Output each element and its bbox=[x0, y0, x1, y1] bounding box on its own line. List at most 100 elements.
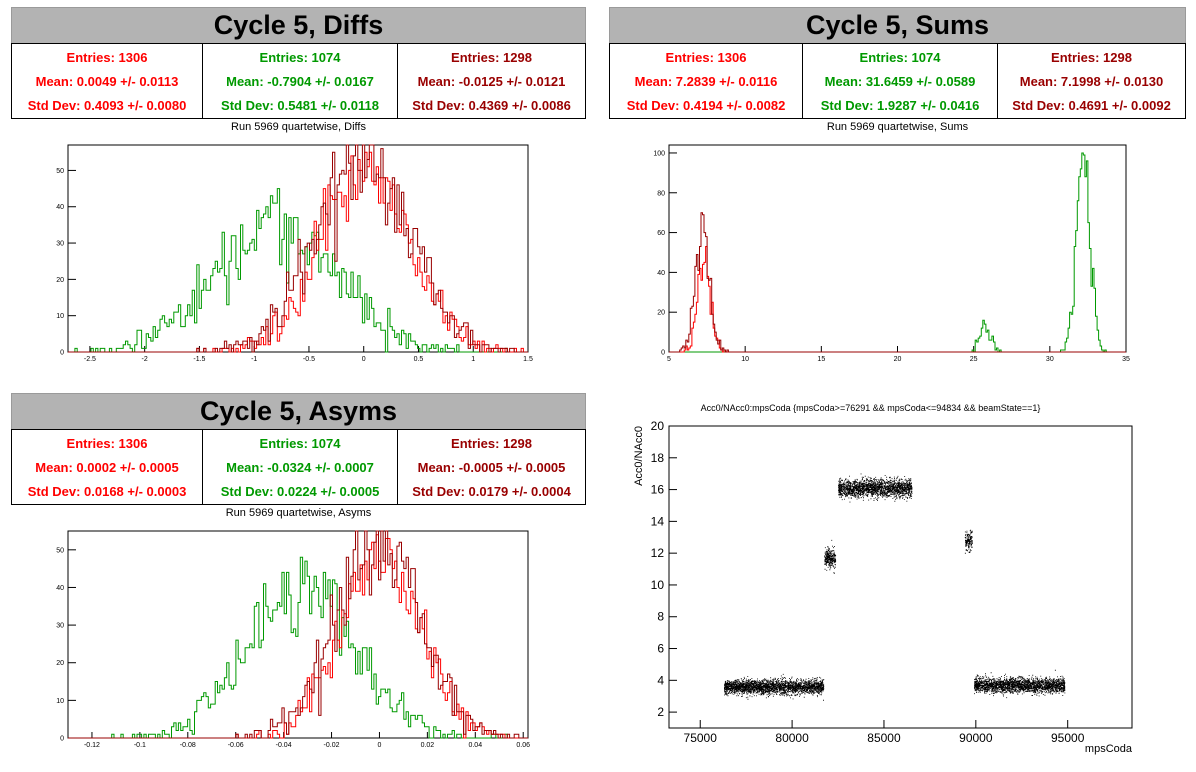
stat-std: Std Dev: 0.4093 +/- 0.0080 bbox=[27, 98, 187, 113]
asyms-x-tick-label: 0.02 bbox=[421, 742, 435, 749]
asyms-y-tick-label: 20 bbox=[56, 660, 64, 667]
diffs-x-tick-label: -1.5 bbox=[193, 356, 205, 363]
stat-entries: Entries: 1298 bbox=[451, 50, 532, 65]
sums-stats-box: Entries: 1306 Mean: 7.2839 +/- 0.0116 St… bbox=[609, 43, 1186, 119]
diffs-y-tick-label: 0 bbox=[60, 350, 64, 357]
scatter-y-tick-label: 12 bbox=[651, 546, 665, 560]
asyms-stat-green: Entries: 1074 Mean: -0.0324 +/- 0.0007 S… bbox=[203, 429, 398, 505]
stat-entries: Entries: 1298 bbox=[1051, 50, 1132, 65]
asyms-y-tick-label: 0 bbox=[60, 736, 64, 743]
sums-y-tick-label: 100 bbox=[653, 150, 665, 157]
diffs-x-tick-label: 1 bbox=[471, 356, 475, 363]
sums-y-tick-label: 80 bbox=[657, 190, 665, 197]
asyms-x-tick-label: -0.04 bbox=[276, 742, 292, 749]
scatter-y-tick-label: 20 bbox=[651, 419, 665, 433]
asyms-x-tick-label: 0.04 bbox=[468, 742, 482, 749]
diffs-stat-darkred: Entries: 1298 Mean: -0.0125 +/- 0.0121 S… bbox=[398, 43, 585, 119]
sums-stat-darkred: Entries: 1298 Mean: 7.1998 +/- 0.0130 St… bbox=[998, 43, 1185, 119]
scatter-x-tick-label: 85000 bbox=[867, 731, 901, 745]
scatter-y-tick-label: 16 bbox=[651, 483, 665, 497]
stat-entries: Entries: 1298 bbox=[451, 436, 532, 451]
stat-mean: Mean: 7.1998 +/- 0.0130 bbox=[1019, 74, 1164, 89]
asyms-series-2 bbox=[68, 530, 528, 739]
sums-x-tick-label: 20 bbox=[894, 356, 902, 363]
scatter-x-label: mpsCoda bbox=[1085, 743, 1133, 755]
sums-x-tick-label: 10 bbox=[741, 356, 749, 363]
diffs-x-tick-label: -2.5 bbox=[84, 356, 96, 363]
stat-mean: Mean: -0.7904 +/- 0.0167 bbox=[226, 74, 374, 89]
diffs-x-tick-label: -0.5 bbox=[303, 356, 315, 363]
stat-std: Std Dev: 0.5481 +/- 0.0118 bbox=[221, 98, 379, 113]
asyms-y-tick-label: 10 bbox=[56, 698, 64, 705]
stat-std: Std Dev: 0.0224 +/- 0.0005 bbox=[220, 484, 380, 499]
stat-entries: Entries: 1074 bbox=[859, 50, 941, 65]
diffs-histogram: -2.5 -2 -1.5 -1 -0.5 0 0.5 1 1.5 0 10 20 30 40 50 bbox=[56, 144, 533, 363]
stat-entries: Entries: 1306 bbox=[665, 50, 747, 65]
asyms-x-tick-label: -0.06 bbox=[228, 742, 244, 749]
asyms-x-tick-label: -0.08 bbox=[180, 742, 196, 749]
asyms-x-tick-label: 0 bbox=[378, 742, 382, 749]
scatter-x-tick-label: 95000 bbox=[1051, 731, 1085, 745]
scatter-x-tick-label: 80000 bbox=[775, 731, 809, 745]
sums-y-tick-label: 60 bbox=[657, 230, 665, 237]
diffs-y-tick-label: 20 bbox=[56, 277, 64, 284]
asyms-subtitle: Run 5969 quartetwise, Asyms bbox=[225, 507, 372, 519]
diffs-stats-box: Entries: 1306 Mean: 0.0049 +/- 0.0113 St… bbox=[11, 43, 586, 119]
stat-entries: Entries: 1074 bbox=[259, 50, 341, 65]
stat-mean: Mean: 7.2839 +/- 0.0116 bbox=[634, 74, 778, 89]
scatter-y-tick-label: 8 bbox=[657, 610, 664, 624]
sums-y-tick-label: 0 bbox=[661, 350, 665, 357]
asyms-histogram: -0.12 -0.1 -0.08 -0.06 -0.04 -0.02 0 0.02 0.04 0.… bbox=[56, 530, 530, 749]
diffs-stat-red: Entries: 1306 Mean: 0.0049 +/- 0.0113 St… bbox=[12, 43, 203, 119]
sums-histogram: 5 10 15 20 25 30 35 0 20 40 60 80 100 bbox=[653, 144, 1130, 363]
sums-x-tick-label: 25 bbox=[970, 356, 978, 363]
sums-stat-green: Entries: 1074 Mean: 31.6459 +/- 0.0589 S… bbox=[803, 43, 998, 119]
scatter-y-tick-label: 4 bbox=[657, 673, 664, 687]
asyms-x-tick-label: 0.06 bbox=[516, 742, 530, 749]
stat-mean: Mean: 0.0002 +/- 0.0005 bbox=[35, 460, 179, 475]
diffs-y-tick-label: 40 bbox=[56, 204, 64, 211]
scatter-points bbox=[724, 473, 1066, 701]
asyms-y-tick-label: 30 bbox=[56, 623, 64, 630]
sums-x-tick-label: 35 bbox=[1122, 356, 1130, 363]
sums-x-tick-label: 15 bbox=[817, 356, 825, 363]
asyms-x-tick-label: -0.12 bbox=[84, 742, 100, 749]
scatter-y-tick-label: 18 bbox=[651, 451, 665, 465]
stat-std: Std Dev: 0.0179 +/- 0.0004 bbox=[412, 484, 571, 499]
asyms-x-tick-label: -0.02 bbox=[324, 742, 340, 749]
scatter-x-tick-label: 90000 bbox=[959, 731, 993, 745]
stat-entries: Entries: 1306 bbox=[66, 50, 148, 65]
diffs-x-tick-label: 0 bbox=[362, 356, 366, 363]
stat-std: Std Dev: 1.9287 +/- 0.0416 bbox=[820, 98, 980, 113]
sums-x-tick-label: 30 bbox=[1046, 356, 1054, 363]
stat-mean: Mean: -0.0005 +/- 0.0005 bbox=[417, 460, 566, 475]
diffs-y-tick-label: 30 bbox=[56, 241, 64, 248]
diffs-stat-green: Entries: 1074 Mean: -0.7904 +/- 0.0167 S… bbox=[203, 43, 398, 119]
stat-entries: Entries: 1306 bbox=[66, 436, 148, 451]
asyms-y-tick-label: 40 bbox=[56, 585, 64, 592]
stat-std: Std Dev: 0.4369 +/- 0.0086 bbox=[412, 98, 571, 113]
scatter-title: Acc0/NAcc0:mpsCoda {mpsCoda>=76291 && mp… bbox=[701, 403, 1041, 413]
scatter-y-tick-label: 2 bbox=[657, 705, 664, 719]
stat-mean: Mean: -0.0125 +/- 0.0121 bbox=[417, 74, 566, 89]
diffs-series-2 bbox=[68, 144, 528, 353]
stat-mean: Mean: 31.6459 +/- 0.0589 bbox=[824, 74, 976, 89]
diffs-subtitle: Run 5969 quartetwise, Diffs bbox=[231, 121, 366, 133]
sums-stat-red: Entries: 1306 Mean: 7.2839 +/- 0.0116 St… bbox=[610, 43, 803, 119]
diffs-x-tick-label: -2 bbox=[142, 356, 148, 363]
sums-subtitle: Run 5969 quartetwise, Sums bbox=[826, 121, 969, 133]
diffs-x-tick-label: 1.5 bbox=[523, 356, 533, 363]
diffs-y-tick-label: 50 bbox=[56, 168, 64, 175]
asyms-stat-darkred: Entries: 1298 Mean: -0.0005 +/- 0.0005 S… bbox=[398, 429, 585, 505]
stat-mean: Mean: 0.0049 +/- 0.0113 bbox=[35, 74, 179, 89]
scatter-x-tick-label: 75000 bbox=[684, 731, 718, 745]
stat-std: Std Dev: 0.4194 +/- 0.0082 bbox=[626, 98, 786, 113]
scatter-y-tick-label: 14 bbox=[651, 514, 665, 528]
stat-entries: Entries: 1074 bbox=[259, 436, 341, 451]
sums-series-3 bbox=[669, 212, 1126, 353]
asyms-stat-red: Entries: 1306 Mean: 0.0002 +/- 0.0005 St… bbox=[12, 429, 203, 505]
diffs-y-tick-label: 10 bbox=[56, 313, 64, 320]
sums-y-tick-label: 20 bbox=[657, 310, 665, 317]
sums-x-tick-label: 5 bbox=[667, 356, 671, 363]
